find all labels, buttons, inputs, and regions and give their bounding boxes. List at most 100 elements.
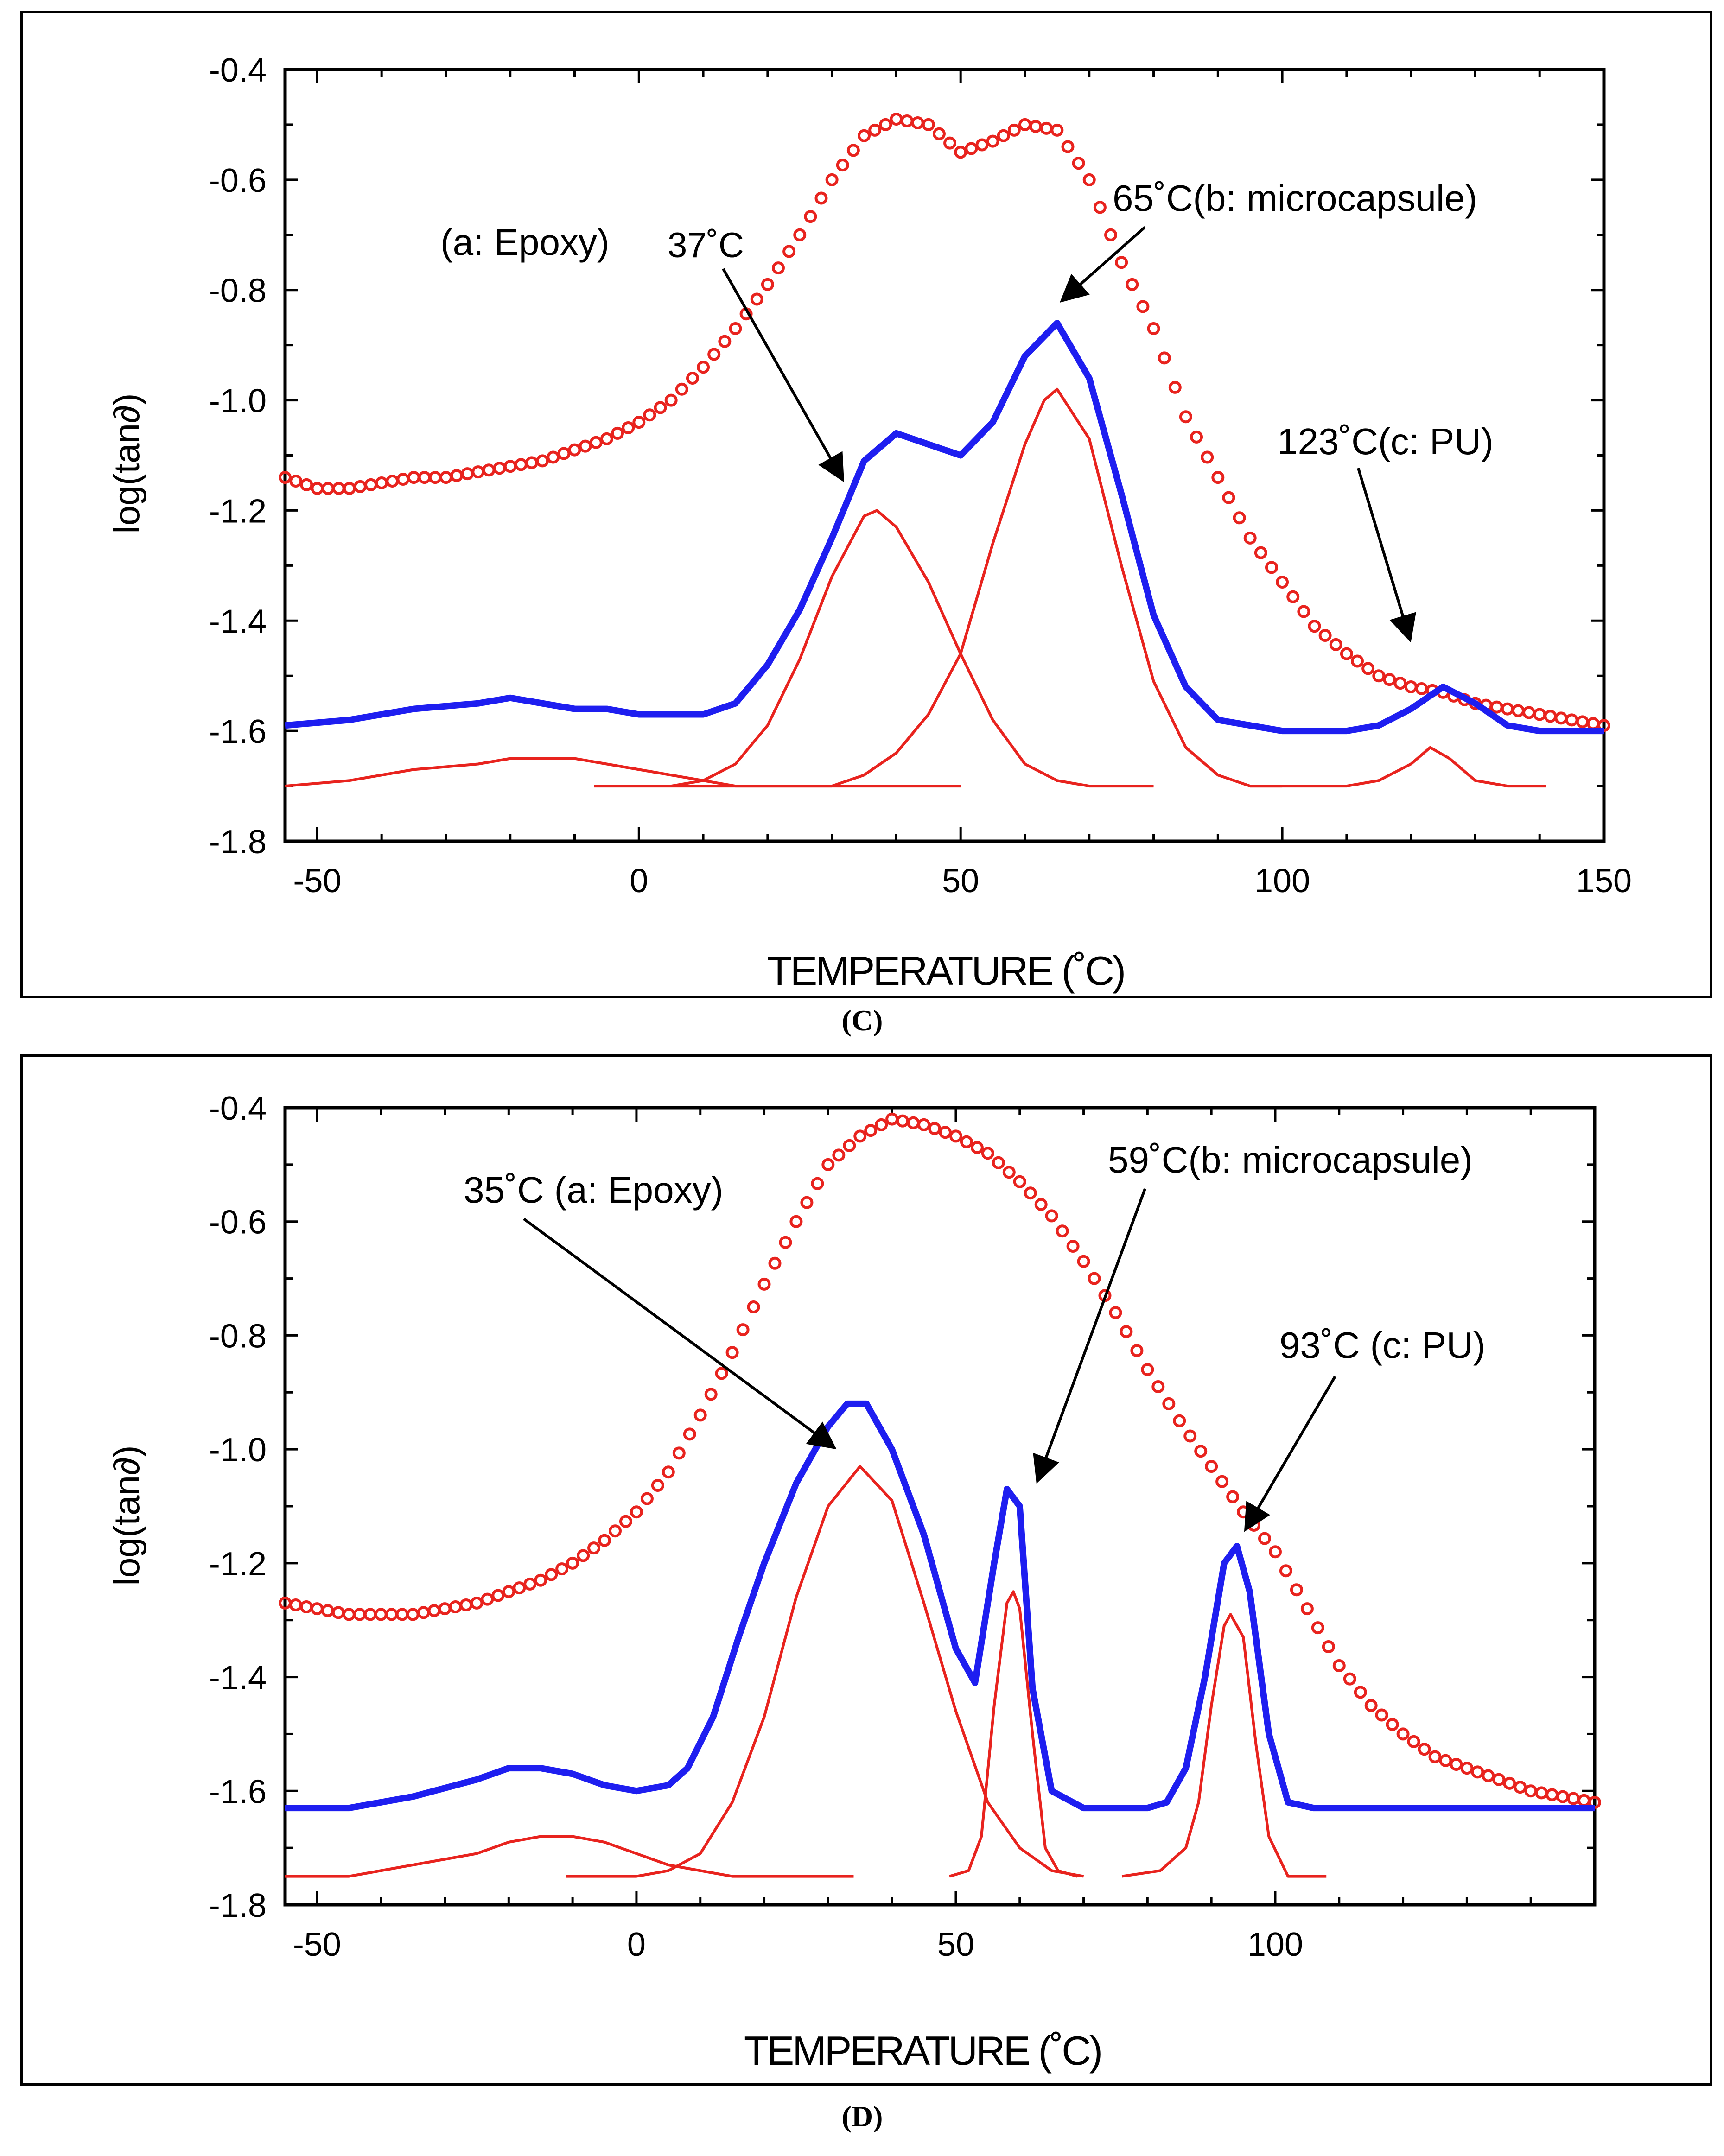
data-point-d xyxy=(1130,1344,1144,1357)
data-point-c xyxy=(547,450,560,464)
data-point-c xyxy=(1276,576,1289,589)
data-point-d xyxy=(1183,1429,1197,1443)
data-point-c xyxy=(771,261,785,275)
series-d-peak-c-pu- xyxy=(1121,1613,1327,1878)
data-point-d xyxy=(704,1388,718,1401)
y-tick-label-c: -1.4 xyxy=(209,603,267,640)
arrow-pu-d xyxy=(1244,1376,1336,1532)
data-point-d xyxy=(1002,1166,1016,1179)
data-point-d xyxy=(875,1118,888,1131)
data-point-c xyxy=(1254,546,1267,559)
y-tick-label-d: -1.4 xyxy=(209,1660,267,1697)
data-point-d xyxy=(1450,1757,1463,1771)
data-point-c xyxy=(343,482,356,495)
data-point-c xyxy=(686,372,699,385)
annotation-microcapsule-label-span-c: (b: microcapsule) xyxy=(1193,178,1477,219)
data-point-c xyxy=(1565,713,1578,727)
data-point-d xyxy=(1215,1475,1229,1488)
data-point-c xyxy=(300,478,313,491)
annotation-gap-d xyxy=(544,1169,554,1211)
data-point-d xyxy=(1077,1255,1090,1268)
y-tick-label-c: -1.0 xyxy=(209,383,267,420)
data-point-c xyxy=(846,144,860,157)
chart-panel-c: -0.4 -0.6 -0.8 -1.0 -1.2 -1.4 -1.6 -1.8 -50 0 50 10… xyxy=(106,52,1632,994)
data-point-d xyxy=(1066,1239,1080,1253)
data-point-c xyxy=(482,463,496,477)
data-point-c xyxy=(761,278,774,291)
data-point-d xyxy=(789,1215,803,1228)
data-point-c xyxy=(1308,620,1321,633)
data-point-c xyxy=(311,482,324,495)
data-point-c xyxy=(1072,157,1085,170)
data-point-c xyxy=(1179,410,1192,424)
x-tick-label-d: 100 xyxy=(1247,1926,1303,1963)
y-tick-label-c: -1.6 xyxy=(209,713,267,750)
data-point-d xyxy=(938,1126,952,1139)
data-point-c xyxy=(1511,704,1525,717)
data-point-d xyxy=(577,1549,590,1562)
data-point-d xyxy=(747,1300,760,1313)
data-point-d xyxy=(545,1568,558,1581)
data-point-c xyxy=(353,480,367,493)
data-point-d xyxy=(438,1602,452,1616)
line-d-5 xyxy=(285,1835,854,1878)
data-point-d xyxy=(1151,1380,1165,1393)
data-point-d xyxy=(1024,1186,1037,1200)
data-point-c xyxy=(428,471,442,484)
data-point-d xyxy=(1300,1602,1314,1616)
data-point-c xyxy=(654,401,667,414)
data-point-d xyxy=(662,1465,675,1479)
line-c-4 xyxy=(1250,746,1546,788)
data-point-c xyxy=(1297,605,1310,618)
data-point-d xyxy=(1492,1773,1506,1786)
data-point-d xyxy=(1279,1564,1292,1578)
data-point-c xyxy=(622,421,635,435)
data-point-c xyxy=(557,447,571,460)
data-point-c xyxy=(868,123,882,137)
data-point-d xyxy=(427,1604,441,1617)
data-point-d xyxy=(757,1277,771,1291)
data-point-d xyxy=(1056,1224,1069,1238)
data-point-d xyxy=(1141,1363,1154,1376)
data-point-d xyxy=(970,1141,984,1154)
data-point-c xyxy=(750,292,763,306)
data-point-d xyxy=(1311,1621,1324,1635)
y-tick-label-c: -1.2 xyxy=(209,493,267,530)
data-point-d xyxy=(1524,1784,1538,1798)
annotation-epoxy-temp-c: 37˚C xyxy=(668,226,744,265)
series-d-peak-a-epoxy- xyxy=(566,1465,1084,1878)
data-point-c xyxy=(514,458,528,471)
data-point-d xyxy=(715,1367,728,1380)
data-point-d xyxy=(1546,1788,1559,1801)
data-point-d xyxy=(502,1585,515,1598)
data-point-c xyxy=(858,129,871,142)
data-point-c xyxy=(1318,629,1332,642)
data-point-c xyxy=(1533,708,1546,721)
data-point-c xyxy=(1415,682,1428,695)
data-point-c xyxy=(1082,173,1096,186)
data-point-c xyxy=(1351,654,1364,668)
data-point-c xyxy=(782,245,796,258)
series-d-fit-sum xyxy=(285,1400,1595,1812)
data-point-c xyxy=(1168,380,1182,394)
x-tick-label-d: -50 xyxy=(293,1926,341,1963)
data-point-c xyxy=(1544,710,1557,723)
y-tick-label-c: -0.8 xyxy=(209,273,267,310)
data-point-c xyxy=(997,129,1010,142)
data-point-c xyxy=(793,228,807,241)
x-tick-label-d: 0 xyxy=(627,1926,646,1963)
data-point-c xyxy=(1104,228,1118,241)
data-point-d xyxy=(981,1147,994,1160)
panel-frame-d xyxy=(20,1054,1712,2086)
data-point-d xyxy=(1173,1414,1186,1427)
data-point-c xyxy=(450,469,464,482)
data-point-c xyxy=(1286,590,1300,603)
data-point-d xyxy=(811,1177,824,1190)
plot-area-d: -0.4 -0.6 -0.8 -1.0 -1.2 -1.4 -1.6 -1.8 -50 0 50 10… xyxy=(209,1090,1601,1963)
data-point-d xyxy=(395,1608,409,1621)
data-point-c xyxy=(568,443,581,457)
data-point-c xyxy=(1190,430,1203,444)
data-point-d xyxy=(1514,1781,1527,1794)
data-point-d xyxy=(1535,1786,1548,1800)
line-c-2 xyxy=(594,509,1154,788)
